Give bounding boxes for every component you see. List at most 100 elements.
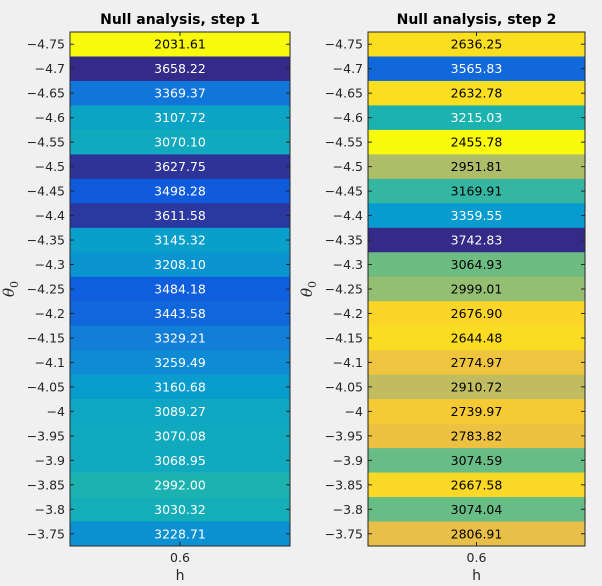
y-tick-label: −3.95 bbox=[325, 428, 363, 443]
heatmap-cell bbox=[368, 154, 585, 180]
chart-title: Null analysis, step 1 bbox=[100, 12, 260, 28]
heatmap-cell bbox=[368, 227, 585, 253]
heatmap-cell bbox=[70, 203, 290, 229]
cell-value-label: 2774.97 bbox=[451, 355, 503, 370]
y-tick-label: −3.8 bbox=[35, 502, 65, 517]
cell-value-label: 3064.93 bbox=[451, 257, 503, 272]
cell-value-label: 3070.08 bbox=[154, 428, 206, 443]
y-tick-label: −3.8 bbox=[333, 502, 363, 517]
y-tick-label: −4.75 bbox=[27, 37, 65, 52]
y-tick-label: −4.5 bbox=[35, 159, 65, 174]
heatmap-cell bbox=[70, 497, 290, 522]
y-tick-label: −4 bbox=[345, 404, 363, 419]
cell-value-label: 2739.97 bbox=[451, 404, 503, 419]
cell-value-label: 3742.83 bbox=[451, 233, 503, 248]
cell-value-label: 2644.48 bbox=[451, 330, 503, 345]
cell-value-label: 3259.49 bbox=[154, 355, 206, 370]
y-tick-label: −3.85 bbox=[325, 477, 363, 492]
heatmap-cell bbox=[368, 252, 585, 278]
cell-value-label: 3215.03 bbox=[451, 110, 503, 125]
heatmap-cell bbox=[368, 203, 585, 229]
heatmap-cell bbox=[368, 32, 585, 57]
heatmap-cell bbox=[368, 423, 585, 449]
y-tick-label: −3.95 bbox=[27, 428, 65, 443]
cell-value-label: 3498.28 bbox=[154, 184, 206, 199]
y-tick-label: −4.6 bbox=[333, 110, 363, 125]
y-tick-label: −4.1 bbox=[35, 355, 65, 370]
cell-value-label: 3611.58 bbox=[154, 208, 206, 223]
y-tick-label: −4.7 bbox=[35, 61, 65, 76]
cell-value-label: 3169.91 bbox=[451, 184, 503, 199]
y-tick-label: −3.85 bbox=[27, 477, 65, 492]
chart-title: Null analysis, step 2 bbox=[397, 12, 557, 28]
y-tick-label: −4.65 bbox=[27, 86, 65, 101]
y-tick-label: −4.2 bbox=[333, 306, 363, 321]
cell-value-label: 2031.61 bbox=[154, 37, 206, 52]
cell-value-label: 3565.83 bbox=[451, 61, 503, 76]
y-tick-label: −4.15 bbox=[27, 330, 65, 345]
heatmap-cell bbox=[70, 129, 290, 155]
y-tick-label: −4.45 bbox=[27, 184, 65, 199]
cell-value-label: 3208.10 bbox=[154, 257, 206, 272]
y-tick-label: −4.1 bbox=[333, 355, 363, 370]
heatmap-cell bbox=[368, 374, 585, 400]
cell-value-label: 2783.82 bbox=[451, 428, 503, 443]
y-tick-label: −4.6 bbox=[35, 110, 65, 125]
cell-value-label: 3089.27 bbox=[154, 404, 206, 419]
cell-value-label: 2999.01 bbox=[451, 282, 503, 297]
cell-value-label: 2910.72 bbox=[451, 379, 503, 394]
heatmap-cell bbox=[70, 178, 290, 204]
heatmap-cell bbox=[368, 178, 585, 204]
y-tick-label: −4.25 bbox=[27, 282, 65, 297]
y-tick-label: −4.15 bbox=[325, 330, 363, 345]
cell-value-label: 3329.21 bbox=[154, 330, 206, 345]
y-tick-label: −3.9 bbox=[333, 453, 363, 468]
heatmap-cell bbox=[368, 80, 585, 106]
heatmap-cell bbox=[368, 276, 585, 302]
cell-value-label: 2632.78 bbox=[451, 86, 503, 101]
y-tick-label: −4.7 bbox=[333, 61, 363, 76]
y-tick-label: −4.3 bbox=[333, 257, 363, 272]
heatmap-cell bbox=[70, 276, 290, 302]
cell-value-label: 2636.25 bbox=[451, 37, 503, 52]
y-axis-label: θ0 bbox=[0, 281, 21, 297]
y-tick-label: −4.2 bbox=[35, 306, 65, 321]
cell-value-label: 2992.00 bbox=[154, 477, 206, 492]
heatmap-cell bbox=[368, 129, 585, 155]
heatmap-cell bbox=[70, 374, 290, 400]
heatmap-cell bbox=[368, 56, 585, 82]
y-tick-label: −4.65 bbox=[325, 86, 363, 101]
y-tick-label: −4.45 bbox=[325, 184, 363, 199]
heatmap-cell bbox=[70, 301, 290, 327]
x-tick-label: 0.6 bbox=[467, 550, 487, 565]
cell-value-label: 3443.58 bbox=[154, 306, 206, 321]
heatmap-cell bbox=[70, 32, 290, 57]
y-tick-label: −4.35 bbox=[27, 233, 65, 248]
cell-value-label: 2455.78 bbox=[451, 135, 503, 150]
cell-value-label: 3145.32 bbox=[154, 233, 206, 248]
cell-value-label: 3070.10 bbox=[154, 135, 206, 150]
cell-value-label: 3074.04 bbox=[451, 502, 503, 517]
y-tick-label: −4.75 bbox=[325, 37, 363, 52]
cell-value-label: 3160.68 bbox=[154, 379, 206, 394]
heatmap-cell bbox=[70, 325, 290, 351]
heatmap-panel-2: 2636.25 3565.83 2632.78 3215.03 2455.78 2951.… bbox=[298, 12, 586, 584]
heatmap-cell bbox=[70, 448, 290, 473]
heatmap-panel-1: 2031.61 3658.22 3369.37 3107.72 3070.10 3627.… bbox=[0, 12, 291, 584]
heatmap-cell bbox=[368, 399, 585, 424]
cell-value-label: 3074.59 bbox=[451, 453, 503, 468]
heatmap-cell bbox=[70, 227, 290, 253]
heatmap-cell bbox=[368, 301, 585, 327]
x-tick-label: 0.6 bbox=[170, 550, 190, 565]
heatmap-cell bbox=[70, 56, 290, 82]
y-tick-label: −4.55 bbox=[27, 135, 65, 150]
heatmap-cell bbox=[368, 472, 585, 498]
cell-value-label: 3627.75 bbox=[154, 159, 206, 174]
heatmap-cell bbox=[368, 448, 585, 473]
y-tick-label: −3.9 bbox=[35, 453, 65, 468]
y-tick-label: −4.25 bbox=[325, 282, 363, 297]
heatmap-cell bbox=[70, 399, 290, 424]
x-axis-label: h bbox=[176, 568, 185, 584]
